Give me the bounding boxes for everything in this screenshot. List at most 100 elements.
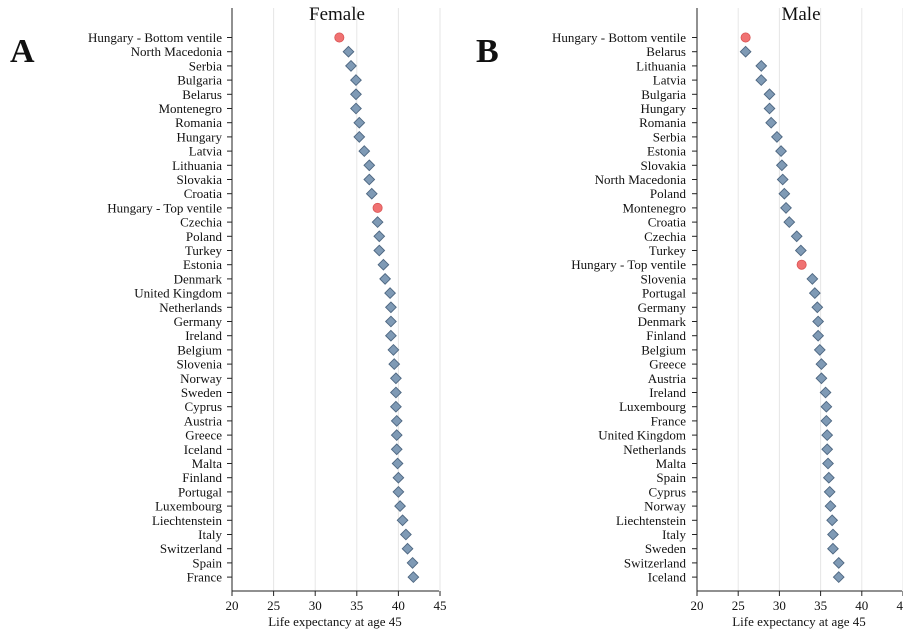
x-tick-label: 45 bbox=[897, 598, 903, 613]
data-point bbox=[354, 132, 365, 143]
category-label: United Kingdom bbox=[134, 286, 222, 301]
data-point bbox=[828, 529, 839, 540]
category-label: Serbia bbox=[653, 129, 686, 144]
data-point bbox=[378, 259, 389, 270]
category-label: Hungary - Top ventile bbox=[571, 257, 686, 272]
data-point bbox=[828, 543, 839, 554]
data-point bbox=[833, 572, 844, 583]
data-point bbox=[781, 203, 792, 214]
category-label: Norway bbox=[644, 499, 686, 514]
panel-letter: A bbox=[10, 33, 35, 70]
category-label: Latvia bbox=[653, 73, 686, 88]
category-label: Sweden bbox=[645, 541, 687, 556]
category-label: Hungary bbox=[177, 129, 223, 144]
data-point bbox=[351, 75, 362, 86]
category-label: Switzerland bbox=[624, 555, 687, 570]
data-point bbox=[810, 288, 821, 299]
category-label: Denmark bbox=[174, 271, 223, 286]
x-tick-label: 25 bbox=[732, 598, 745, 613]
category-label: Czechia bbox=[644, 229, 686, 244]
data-point bbox=[364, 174, 375, 185]
data-point bbox=[343, 46, 354, 57]
data-point bbox=[814, 345, 825, 356]
data-point bbox=[740, 46, 751, 57]
x-tick-label: 40 bbox=[855, 598, 868, 613]
category-label: Denmark bbox=[638, 314, 687, 329]
category-label: Iceland bbox=[184, 442, 223, 457]
category-label: Croatia bbox=[648, 215, 686, 230]
data-point bbox=[796, 245, 807, 256]
category-label: Greece bbox=[185, 428, 222, 443]
category-label: Cyprus bbox=[648, 484, 686, 499]
data-point bbox=[823, 458, 834, 469]
category-label: Montenegro bbox=[158, 101, 222, 116]
data-point-highlight bbox=[741, 33, 750, 42]
data-point bbox=[407, 558, 418, 569]
category-label: Belgium bbox=[177, 342, 222, 357]
data-point bbox=[374, 245, 385, 256]
category-label: Hungary bbox=[641, 101, 687, 116]
category-label: North Macedonia bbox=[595, 172, 687, 187]
data-point bbox=[756, 61, 767, 72]
category-label: Netherlands bbox=[159, 300, 222, 315]
category-label: Austria bbox=[648, 371, 687, 386]
panel-title: Male bbox=[781, 4, 820, 25]
category-label: Malta bbox=[656, 456, 687, 471]
data-point bbox=[408, 572, 419, 583]
data-point bbox=[354, 117, 365, 128]
category-label: Slovenia bbox=[177, 357, 223, 372]
category-label: Ireland bbox=[649, 385, 686, 400]
category-label: Slovakia bbox=[641, 158, 687, 173]
data-point bbox=[385, 288, 396, 299]
category-label: Austria bbox=[184, 413, 223, 428]
category-label: North Macedonia bbox=[131, 44, 223, 59]
category-label: Hungary - Bottom ventile bbox=[552, 30, 686, 45]
category-label: Lithuania bbox=[636, 58, 686, 73]
category-label: Romania bbox=[639, 115, 686, 130]
data-point bbox=[764, 103, 775, 114]
data-point bbox=[816, 359, 827, 370]
category-label: Belarus bbox=[646, 44, 686, 59]
data-point bbox=[391, 416, 402, 427]
data-point bbox=[827, 515, 838, 526]
data-point bbox=[772, 132, 783, 143]
category-label: Hungary - Top ventile bbox=[107, 200, 222, 215]
data-point bbox=[386, 302, 397, 313]
category-label: Portugal bbox=[178, 484, 222, 499]
data-point bbox=[816, 373, 827, 384]
x-tick-label: 30 bbox=[309, 598, 322, 613]
data-point bbox=[380, 274, 391, 285]
x-tick-label: 35 bbox=[814, 598, 827, 613]
category-label: Slovakia bbox=[177, 172, 223, 187]
data-point bbox=[807, 274, 818, 285]
data-point bbox=[784, 217, 795, 228]
category-label: Spain bbox=[656, 470, 686, 485]
panel-letter: B bbox=[476, 33, 499, 70]
category-label: Finland bbox=[182, 470, 222, 485]
data-point-highlight bbox=[797, 260, 806, 269]
x-axis-title: Life expectancy at age 45 bbox=[732, 614, 866, 629]
category-label: Italy bbox=[198, 527, 222, 542]
data-point bbox=[821, 401, 832, 412]
category-label: Ireland bbox=[185, 328, 222, 343]
data-point bbox=[392, 458, 403, 469]
data-point bbox=[372, 217, 383, 228]
category-label: Hungary - Bottom ventile bbox=[88, 30, 222, 45]
data-point bbox=[386, 330, 397, 341]
data-point bbox=[813, 330, 824, 341]
x-tick-label: 30 bbox=[773, 598, 786, 613]
data-point bbox=[386, 316, 397, 327]
category-label: Turkey bbox=[649, 243, 687, 258]
data-point bbox=[393, 472, 404, 483]
category-label: Luxembourg bbox=[155, 499, 222, 514]
category-label: Latvia bbox=[189, 144, 222, 159]
data-point-highlight bbox=[373, 203, 382, 212]
category-label: Liechtenstein bbox=[616, 513, 687, 528]
data-point bbox=[388, 345, 399, 356]
category-label: Spain bbox=[192, 555, 222, 570]
category-label: Greece bbox=[649, 357, 686, 372]
data-point bbox=[824, 472, 835, 483]
category-label: Lithuania bbox=[172, 158, 222, 173]
category-label: Montenegro bbox=[622, 200, 686, 215]
